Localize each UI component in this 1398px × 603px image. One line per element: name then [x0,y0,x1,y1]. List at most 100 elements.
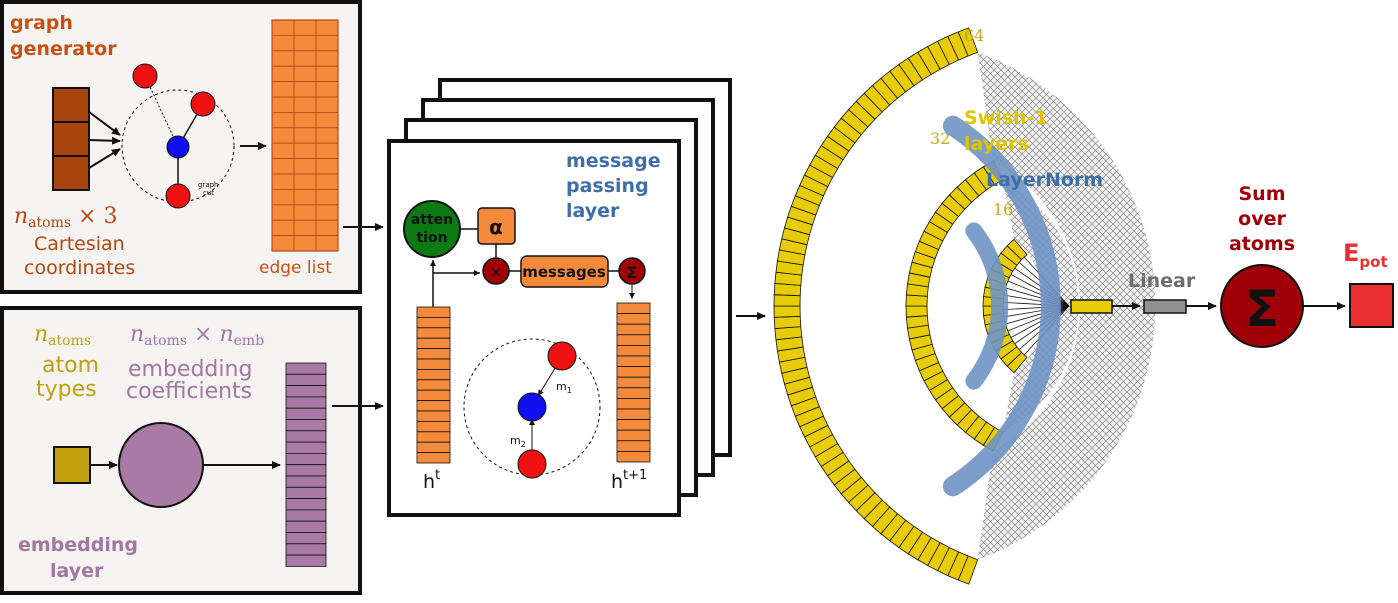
h-t-plus-1-cell [616,355,651,368]
edge-list-cell [271,235,295,252]
hatched-connections [977,52,1156,560]
edge-list-cell [315,235,339,252]
messages-label: messages [522,263,606,281]
edge-list-cell [315,96,339,113]
edge-list-cell [271,142,295,159]
linear-box [1143,299,1187,314]
swish-label-line1: Swish-1 [964,107,1048,129]
edge-list-cell [315,50,339,67]
edge-list-cell [293,235,317,252]
h-t-vector [416,306,451,464]
mp-title-line3: layer [566,200,620,222]
swish-layer-32 [905,160,1004,452]
edge-list-cell [293,19,317,36]
neighbor-atom-1 [190,91,216,117]
attention-label-line1: atten [411,212,453,228]
edge-list-cell [315,35,339,52]
h-t-plus-1-cell [616,429,651,442]
embedding-cell [285,520,327,533]
edge-list-cell [271,204,295,221]
edge-list-cell [315,173,339,190]
edge-list-cell [315,65,339,82]
natoms-by-nemb-label: natoms × nemb [130,322,264,349]
alpha-label: α [489,215,503,239]
atom-type-square [53,446,91,484]
h-t-plus-1-cell [616,366,651,378]
h-t-cell [416,327,451,339]
layernorm-band-32 [965,222,1009,390]
natoms-by-3-label: natoms × 3 [14,204,117,231]
attention-label-line2: tion [416,230,447,246]
h-t-cell [416,337,451,350]
edge-list-cell [271,65,295,82]
h-t-plus-1-cell [616,302,651,315]
embedding-coeff-line1: embedding [128,357,252,382]
embedding-cell [285,373,327,386]
embedding-cell [285,532,327,545]
swish-label-line2: layers [964,133,1029,155]
h-t-cell [416,368,451,381]
h-t-cell [416,400,451,412]
edge-list-cell [271,35,295,52]
graph-generator-title-line2: generator [10,38,117,60]
h-t-plus-1-cell [616,387,651,399]
edge-list-cell [293,127,317,144]
sum-over-atoms-symbol: Σ [1245,280,1279,338]
cutoff-graph: graph cut [121,63,235,209]
h-t-plus-1-cell [616,334,651,346]
h-t-plus-1-cell [616,450,651,463]
edge-list-cell [315,158,339,175]
aggregate-sum-symbol: Σ [627,263,638,282]
graph-generator-title-line1: graph [10,12,73,34]
embedding-coefficient-vector [285,362,327,567]
swish-layer-64 [773,27,979,585]
message-graph: m1 m2 [463,338,601,479]
embedding-layer-panel: natoms atom types natoms × nemb embeddin… [0,306,362,595]
embedding-cell [285,509,327,522]
embedding-cell [285,475,327,488]
embedding-circle [118,422,204,508]
edge-list-cell [293,204,317,221]
h-t-plus-1-cell [616,344,651,357]
edge-list-cell [315,81,339,98]
embedding-coeff-line2: coefficients [126,379,252,404]
cutoff-label-line2: cut [203,189,214,197]
coord-arrow-2 [88,136,121,145]
edge-list-cell [293,158,317,175]
swish-16-neuron [1006,238,1028,261]
mp-title-line1: message [566,150,661,172]
cutoff-label-line1: graph [198,181,219,189]
sum-label-line3: atoms [1229,233,1295,255]
edge-list-cell [271,219,295,236]
hatch-64-32 [977,52,1156,560]
h-t-cell [416,379,451,391]
swish-64-neuron [773,305,801,318]
h-t-plus-1-cell [616,313,651,325]
edge-list-cell [271,50,295,67]
epot-output-box [1349,283,1394,328]
edge-list-cell [293,96,317,113]
embedding-cell [285,430,327,443]
edge-list-cell [315,204,339,221]
graph-generator-panel: graph generator graph cut edge list [0,0,362,294]
edge-list-cell [271,112,295,129]
edge-list-cell [293,173,317,190]
neighbor-atom-outside [132,63,158,89]
cartesian-label: Cartesian [34,233,125,255]
h-t-cell [416,358,451,370]
h-t-plus-1-cell [616,440,651,452]
edge-list-cell [271,19,295,36]
h-t-plus-1-cell [616,397,651,410]
natoms-label: natoms [34,322,91,349]
embedding-cell [285,407,327,420]
edge-list-cell [271,81,295,98]
embedding-cell [285,385,327,398]
embedding-cell [285,498,327,511]
message-passing-stack: message passing layer atten tion α × mes… [387,78,732,517]
swish-32-neuron [905,294,928,307]
hatch-32-16 [1002,179,1079,433]
edge-list-outline [271,19,339,252]
edge-list-cell [293,219,317,236]
embedding-cell [285,464,327,477]
embedding-cell [285,554,327,567]
